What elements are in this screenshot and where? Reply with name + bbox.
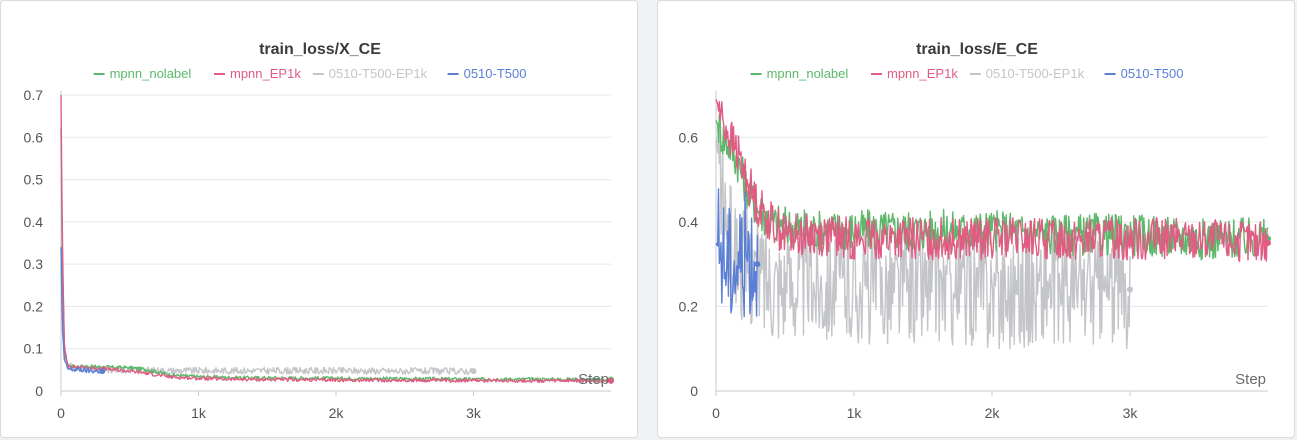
chart0-ytick-6: 0.6	[24, 129, 44, 145]
chart0-series-3-endpoint	[99, 368, 106, 375]
chart0-ytick-2: 0.2	[24, 298, 44, 314]
chart-x-ce: train_loss/X_CE mpnn_nolabel mpnn_EP1k 0510…	[24, 41, 614, 421]
chart0-legend: mpnn_nolabel mpnn_EP1k 0510-T500-EP1k 0510-…	[93, 66, 527, 81]
chart0-ytick-1: 0.1	[24, 341, 44, 357]
chart0-series-2-line	[60, 128, 475, 376]
chart1-xtick-1: 1k	[847, 405, 863, 421]
chart-panel-x-ce: train_loss/X_CE mpnn_nolabel mpnn_EP1k 0510…	[0, 0, 638, 438]
chart1-series-1-endpoint	[1265, 240, 1271, 246]
chart0-series-3-line	[60, 247, 103, 374]
chart1-series-3-line	[715, 188, 759, 318]
chart0-xtick-0: 0	[57, 405, 65, 421]
chart1-ytick-0: 0	[690, 383, 698, 399]
chart1-series-2-line	[715, 131, 1131, 350]
chart1-series-3-endpoint	[754, 261, 761, 268]
chart0-xtick-1: 1k	[191, 405, 207, 421]
chart0-series-2-endpoint	[470, 368, 477, 375]
chart-panel-e-ce: train_loss/E_CE mpnn_nolabel mpnn_EP1k 0510…	[657, 0, 1295, 438]
chart0-ytick-5: 0.5	[24, 172, 44, 188]
chart1-title: train_loss/E_CE	[916, 41, 1038, 58]
chart0-title: train_loss/X_CE	[259, 41, 381, 58]
chart0-ytick-7: 0.7	[24, 87, 44, 103]
chart0-ytick-3: 0.3	[24, 256, 44, 272]
chart0-xlabel: Step	[578, 371, 609, 388]
chart0-series-1-endpoint	[608, 377, 614, 384]
chart1-ytick-2: 0.4	[679, 214, 699, 230]
chart1-series-2-endpoint	[1127, 286, 1133, 293]
chart1-legend-label-0: mpnn_nolabel	[767, 66, 849, 81]
chart-e-ce: train_loss/E_CE mpnn_nolabel mpnn_EP1k 0510…	[679, 41, 1271, 421]
chart0-ytick-4: 0.4	[24, 214, 44, 230]
chart0-legend-label-2: 0510-T500-EP1k	[329, 66, 428, 81]
chart0-series-0-line	[60, 128, 612, 382]
chart0-ytick-0: 0	[35, 383, 43, 399]
chart1-series-0-line	[715, 113, 1269, 261]
chart1-ytick-1: 0.2	[679, 298, 699, 314]
chart1-xtick-3: 3k	[1123, 405, 1139, 421]
chart1-legend-label-2: 0510-T500-EP1k	[986, 66, 1085, 81]
chart0-xtick-3: 3k	[466, 405, 482, 421]
chart1-xtick-0: 0	[712, 405, 720, 421]
chart0-series-1-line	[60, 94, 612, 384]
chart0-legend-label-0: mpnn_nolabel	[110, 66, 192, 81]
chart1-legend-label-1: mpnn_EP1k	[887, 66, 958, 81]
chart1-legend-label-3: 0510-T500	[1121, 66, 1184, 81]
chart1-ytick-3: 0.6	[679, 129, 699, 145]
chart0-legend-label-3: 0510-T500	[464, 66, 527, 81]
chart0-xtick-2: 2k	[329, 405, 345, 421]
chart0-legend-label-1: mpnn_EP1k	[230, 66, 301, 81]
chart1-xlabel: Step	[1235, 371, 1266, 388]
chart1-legend: mpnn_nolabel mpnn_EP1k 0510-T500-EP1k 0510-…	[750, 66, 1184, 81]
chart1-series-1-line	[715, 98, 1269, 263]
chart1-xtick-2: 2k	[985, 405, 1001, 421]
